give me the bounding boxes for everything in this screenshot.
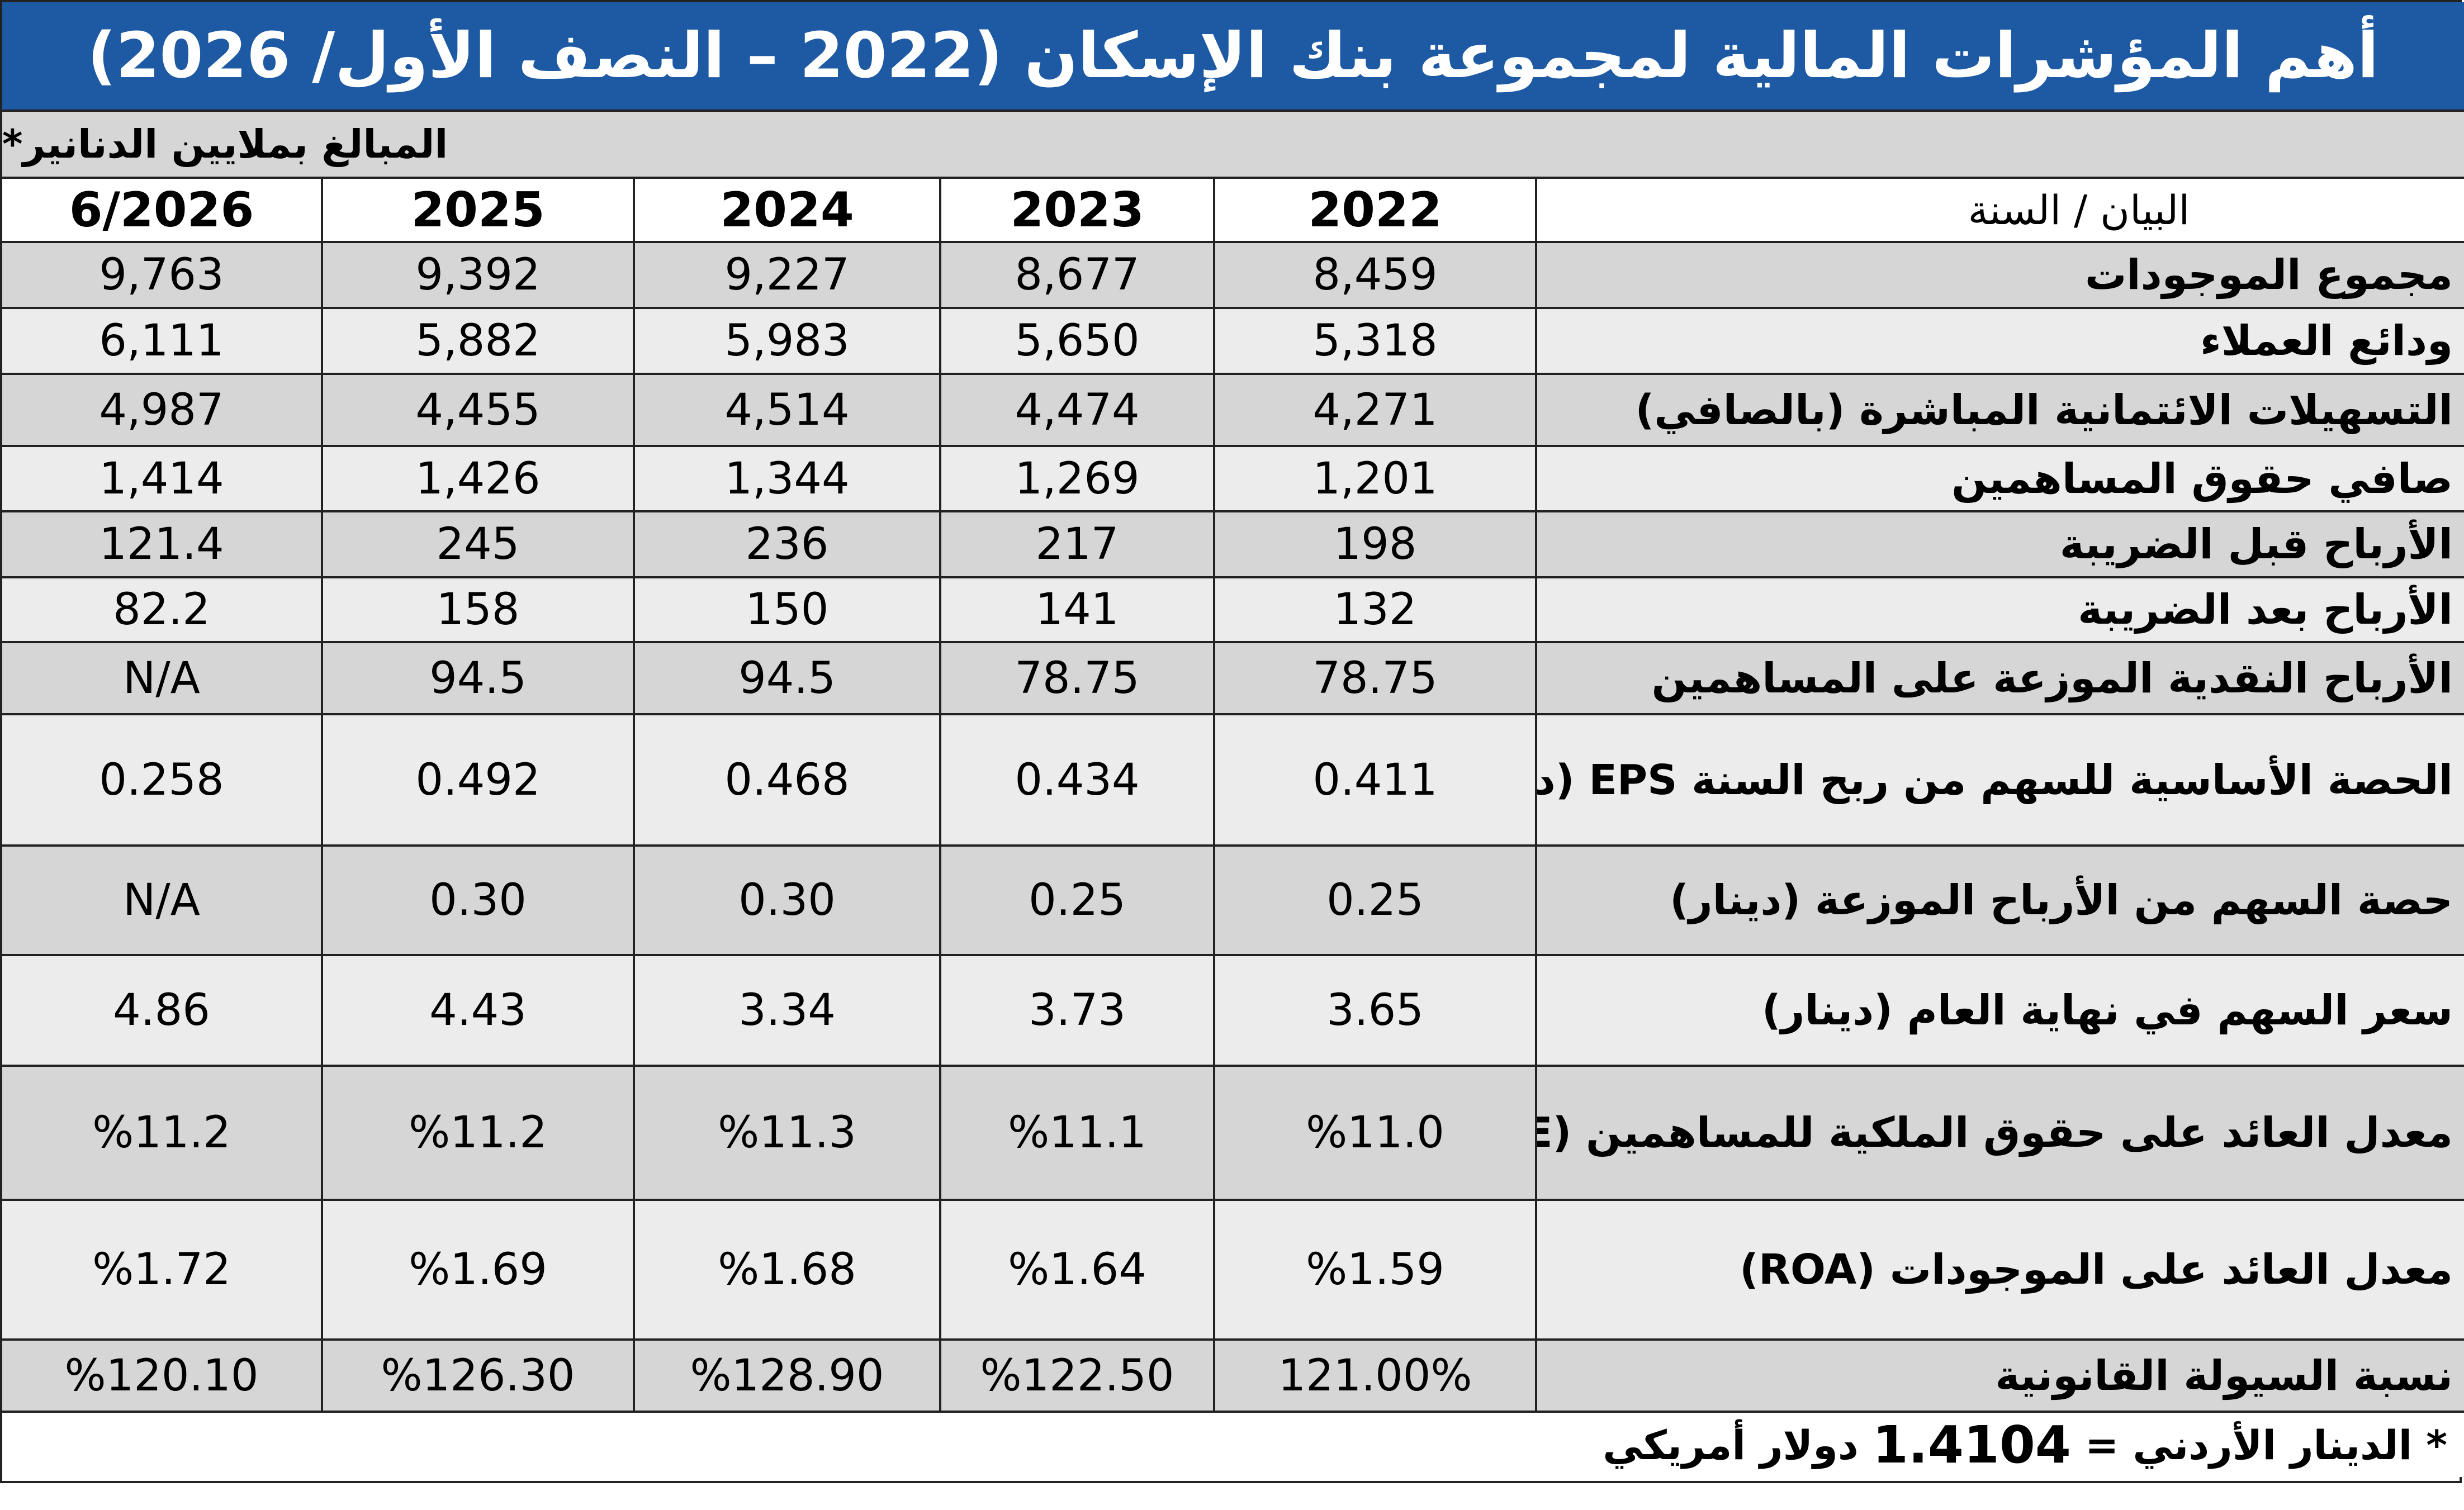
- header-year-2024: 2024: [635, 179, 941, 243]
- footnote-prefix: * الدينار الأردني =: [2085, 1421, 2447, 1469]
- table-cell: 217: [941, 512, 1215, 578]
- unit-note-text: المبالغ بملايين الدنانير*: [2, 121, 448, 167]
- table-cell: N/A: [2, 643, 323, 715]
- header-year-2025: 2025: [323, 179, 635, 243]
- table-cell: N/A: [2, 847, 323, 956]
- table-cell: 158: [323, 578, 635, 643]
- row-label: الأرباح قبل الضريبة: [1537, 512, 2464, 578]
- table-cell: %1.68: [635, 1201, 941, 1341]
- footnote-suffix: دولار أمريكي: [1603, 1421, 1859, 1469]
- table-cell: %11.3: [635, 1067, 941, 1201]
- table-cell: 4,455: [323, 375, 635, 447]
- table-cell: 4,271: [1215, 375, 1537, 447]
- table-cell: %11.1: [941, 1067, 1215, 1201]
- unit-note: المبالغ بملايين الدنانير*: [2, 112, 2464, 179]
- table-cell: 1,426: [323, 447, 635, 512]
- table-cell: 4,514: [635, 375, 941, 447]
- table-cell: 9,763: [2, 243, 323, 309]
- table-cell: 3.34: [635, 956, 941, 1067]
- table-cell: 0.434: [941, 715, 1215, 847]
- table-cell: 198: [1215, 512, 1537, 578]
- table-cell: %1.69: [323, 1201, 635, 1341]
- table-cell: 78.75: [1215, 643, 1537, 715]
- table-cell: 1,269: [941, 447, 1215, 512]
- row-label: سعر السهم في نهاية العام (دينار): [1537, 956, 2464, 1067]
- table-cell: 0.25: [941, 847, 1215, 956]
- table-cell: 0.30: [635, 847, 941, 956]
- table-cell: 94.5: [323, 643, 635, 715]
- table-cell: 5,882: [323, 309, 635, 375]
- table-cell: 1,344: [635, 447, 941, 512]
- table-cell: 8,677: [941, 243, 1215, 309]
- table-cell: 94.5: [635, 643, 941, 715]
- row-label: الحصة الأساسية للسهم من ربح السنة EPS (د…: [1537, 715, 2464, 847]
- table-cell: 4.86: [2, 956, 323, 1067]
- table-cell: 0.258: [2, 715, 323, 847]
- table-cell: 5,650: [941, 309, 1215, 375]
- table-cell: 3.65: [1215, 956, 1537, 1067]
- table-cell: 3.73: [941, 956, 1215, 1067]
- table-cell: %120.10: [2, 1341, 323, 1413]
- table-cell: 78.75: [941, 643, 1215, 715]
- row-label: نسبة السيولة القانونية: [1537, 1341, 2464, 1413]
- row-label: صافي حقوق المساهمين: [1537, 447, 2464, 512]
- table-cell: 0.30: [323, 847, 635, 956]
- header-year-2023: 2023: [941, 179, 1215, 243]
- table-cell: %11.2: [2, 1067, 323, 1201]
- table-cell: 4,987: [2, 375, 323, 447]
- table-cell: 1,201: [1215, 447, 1537, 512]
- table-cell: %122.50: [941, 1341, 1215, 1413]
- table-cell: 1,414: [2, 447, 323, 512]
- table-cell: %11.2: [323, 1067, 635, 1201]
- header-year-2026h1: 6/2026: [2, 179, 323, 243]
- table-cell: 150: [635, 578, 941, 643]
- header-label: البيان / السنة: [1537, 179, 2464, 243]
- table-cell: 0.492: [323, 715, 635, 847]
- row-label: الأرباح بعد الضريبة: [1537, 578, 2464, 643]
- table-cell: 6,111: [2, 309, 323, 375]
- table-cell: 0.25: [1215, 847, 1537, 956]
- row-label: معدل العائد على الموجودات (ROA): [1537, 1201, 2464, 1341]
- table-cell: 141: [941, 578, 1215, 643]
- row-label: الأرباح النقدية الموزعة على المساهمين: [1537, 643, 2464, 715]
- row-label: مجموع الموجودات: [1537, 243, 2464, 309]
- table-cell: 5,983: [635, 309, 941, 375]
- table-cell: %1.64: [941, 1201, 1215, 1341]
- table-cell: 4.43: [323, 956, 635, 1067]
- table-cell: %1.59: [1215, 1201, 1537, 1341]
- table-cell: %11.0: [1215, 1067, 1537, 1201]
- table-cell: 121.4: [2, 512, 323, 578]
- table-cell: 132: [1215, 578, 1537, 643]
- exchange-rate-footnote: * الدينار الأردني = 1.4104 دولار أمريكي: [2, 1413, 2464, 1477]
- table-cell: %128.90: [635, 1341, 941, 1413]
- row-label: معدل العائد على حقوق الملكية للمساهمين (…: [1537, 1067, 2464, 1201]
- table-cell: 9,227: [635, 243, 941, 309]
- table-cell: %1.72: [2, 1201, 323, 1341]
- table-cell: 82.2: [2, 578, 323, 643]
- table-cell: %126.30: [323, 1341, 635, 1413]
- table-title: أهم المؤشرات المالية لمجموعة بنك الإسكان…: [2, 2, 2464, 112]
- table-cell: 4,474: [941, 375, 1215, 447]
- table-cell: 5,318: [1215, 309, 1537, 375]
- table-cell: 0.468: [635, 715, 941, 847]
- header-year-2022: 2022: [1215, 179, 1537, 243]
- table-cell: 0.411: [1215, 715, 1537, 847]
- row-label: ودائع العملاء: [1537, 309, 2464, 375]
- table-cell: 8,459: [1215, 243, 1537, 309]
- table-cell: 236: [635, 512, 941, 578]
- footnote-rate: 1.4104: [1872, 1415, 2071, 1475]
- table-cell: 121.00%: [1215, 1341, 1537, 1413]
- row-label: حصة السهم من الأرباح الموزعة (دينار): [1537, 847, 2464, 956]
- row-label: التسهيلات الائتمانية المباشرة (بالصافي): [1537, 375, 2464, 447]
- table-cell: 245: [323, 512, 635, 578]
- table-cell: 9,392: [323, 243, 635, 309]
